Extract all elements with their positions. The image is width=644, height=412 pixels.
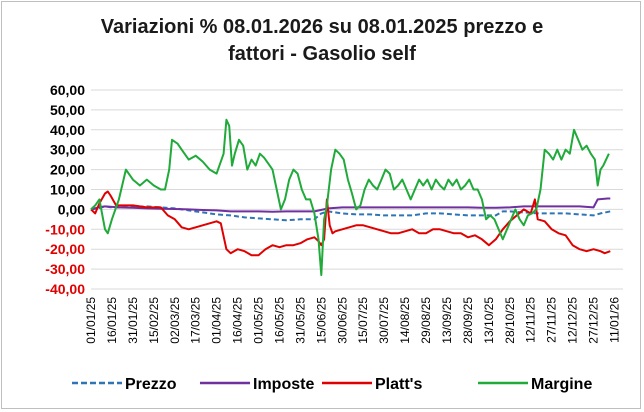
x-tick-label: 16/04/25 bbox=[231, 297, 245, 344]
x-tick-label: 11/01/26 bbox=[607, 297, 621, 343]
x-tick-label: 28/10/25 bbox=[503, 297, 517, 344]
x-tick-label: 01/04/25 bbox=[210, 297, 224, 344]
chart-title-line-2: fattori - Gasolio self bbox=[228, 43, 416, 65]
x-tick-label: 30/06/25 bbox=[335, 297, 349, 344]
y-tick-label: 50,00 bbox=[50, 102, 85, 118]
legend-label-1: Prezzo bbox=[125, 376, 177, 393]
y-tick-label: 0,00 bbox=[58, 201, 85, 217]
gridlines bbox=[91, 89, 623, 290]
x-tick-label: 28/09/25 bbox=[461, 297, 475, 344]
x-tick-label: 16/05/25 bbox=[272, 297, 286, 344]
y-tick-label: 20,00 bbox=[50, 162, 85, 178]
y-axis-tick-labels: 60,00 50,00 40,00 30,00 20,00 10,00 0,00 -10,00… bbox=[45, 82, 85, 297]
x-tick-label: 27/11/25 bbox=[545, 297, 559, 343]
y-tick-label: 60,00 bbox=[50, 82, 85, 98]
y-tick-label: 30,00 bbox=[50, 142, 85, 158]
x-axis-tick-labels: 01/01/25 16/01/25 31/01/25 15/02/25 02/03/25… bbox=[84, 297, 621, 344]
x-tick-label: 13/10/25 bbox=[482, 297, 496, 344]
y-tick-label: -20,00 bbox=[45, 241, 85, 257]
x-tick-label: 12/12/25 bbox=[566, 297, 580, 344]
x-tick-label: 29/08/25 bbox=[419, 297, 433, 344]
x-tick-label: 31/01/25 bbox=[126, 297, 140, 344]
legend: Prezzo Imposte Platt's Margine bbox=[72, 376, 592, 393]
x-tick-label: 15/07/25 bbox=[356, 297, 370, 344]
x-tick-label: 01/05/25 bbox=[252, 297, 266, 344]
series-line-4 bbox=[90, 118, 610, 277]
y-tick-label: -40,00 bbox=[45, 281, 85, 297]
x-tick-label: 01/01/25 bbox=[84, 297, 98, 344]
x-tick-label: 16/01/25 bbox=[105, 297, 119, 344]
x-tick-label: 15/02/25 bbox=[147, 297, 161, 344]
legend-label-4: Margine bbox=[531, 376, 592, 393]
x-tick-label: 14/08/25 bbox=[398, 297, 412, 344]
series-lines bbox=[90, 118, 611, 277]
legend-label-2: Imposte bbox=[253, 376, 314, 393]
x-tick-label: 27/12/25 bbox=[587, 297, 601, 344]
chart-title: Variazioni % 08.01.2026 su 08.01.2025 pr… bbox=[0, 14, 644, 68]
legend-label-3: Platt's bbox=[375, 376, 422, 393]
y-tick-label: -30,00 bbox=[45, 261, 85, 277]
x-tick-label: 13/09/25 bbox=[440, 297, 454, 344]
x-tick-label: 31/05/25 bbox=[293, 297, 307, 344]
x-tick-label: 02/03/25 bbox=[168, 297, 182, 344]
x-tick-label: 17/03/25 bbox=[189, 297, 203, 344]
x-tick-label: 12/11/25 bbox=[524, 297, 538, 343]
chart-title-line-1: Variazioni % 08.01.2026 su 08.01.2025 pr… bbox=[100, 16, 544, 38]
x-tick-label: 15/06/25 bbox=[314, 297, 328, 344]
x-tick-label: 30/07/25 bbox=[377, 297, 391, 344]
y-tick-label: -10,00 bbox=[45, 221, 85, 237]
y-tick-label: 10,00 bbox=[50, 182, 85, 198]
series-line-3 bbox=[90, 190, 611, 257]
y-tick-label: 40,00 bbox=[50, 122, 85, 138]
